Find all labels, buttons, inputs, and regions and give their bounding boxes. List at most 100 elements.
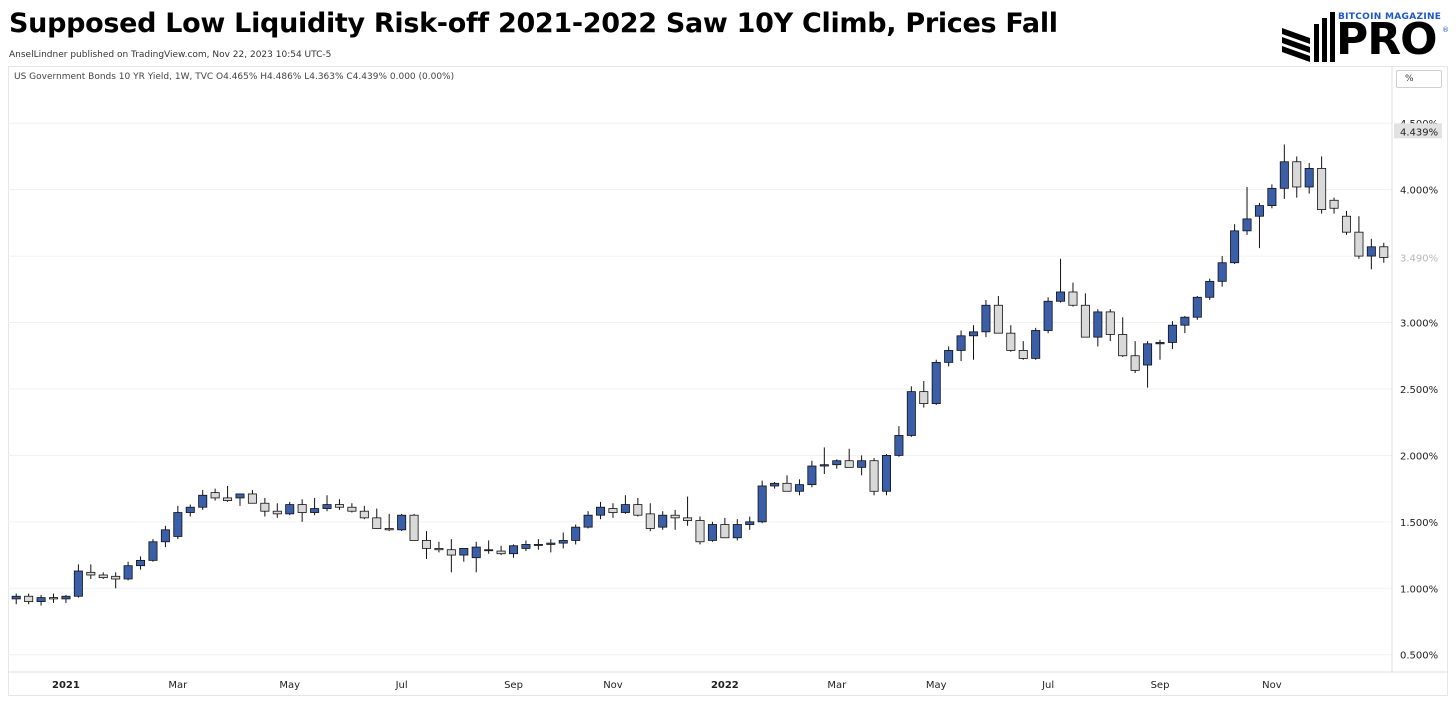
candle-body-up (173, 512, 183, 537)
candle-11 (148, 539, 158, 562)
candle-body-down (993, 304, 1003, 334)
candle-body-down (1080, 304, 1090, 338)
candle-body-up (1143, 343, 1153, 366)
candle-102 (1279, 144, 1289, 199)
candle-body-down (24, 595, 34, 602)
y-tick-label: 3.000% (1400, 319, 1438, 330)
candle-body-down (111, 575, 121, 580)
candle-body-up (322, 504, 332, 509)
candle-49 (620, 495, 630, 514)
y-tick-label: 2.500% (1400, 385, 1438, 396)
candle-body-down (720, 524, 730, 539)
candle-80 (1006, 325, 1016, 352)
x-tick-label: May (926, 680, 947, 691)
candle-body-up (981, 304, 991, 333)
candle-body-up (819, 464, 829, 467)
candle-101 (1267, 184, 1277, 209)
candle-body-up (583, 514, 593, 528)
grid-lines (8, 122, 1392, 656)
candle-body-up (620, 504, 630, 513)
candle-body-up (471, 546, 481, 559)
candle-9 (123, 561, 133, 581)
candle-body-up (969, 331, 979, 337)
candle-110 (1379, 242, 1389, 263)
candle-body-up (1230, 230, 1240, 264)
candle-40 (509, 544, 519, 558)
candle-body-down (1379, 246, 1389, 258)
candle-body-down (297, 504, 307, 513)
candle-2 (36, 594, 46, 606)
candle-58 (732, 519, 742, 541)
candle-53 (670, 509, 680, 530)
candle-body-up (198, 494, 208, 508)
candle-43 (546, 539, 556, 553)
candle-body-up (794, 484, 804, 492)
candle-body-down (1118, 334, 1128, 357)
candle-89 (1118, 317, 1128, 358)
candle-body-down (1006, 332, 1016, 351)
candle-body-up (1254, 205, 1264, 217)
candle-body-down (384, 528, 394, 531)
candle-78 (981, 299, 991, 338)
candle-36 (459, 548, 469, 562)
candle-61 (770, 481, 780, 489)
candle-15 (198, 489, 208, 510)
candle-body-up (931, 361, 941, 404)
candle-13 (173, 505, 183, 540)
candle-25 (322, 495, 332, 512)
candle-99 (1242, 186, 1252, 235)
candle-14 (185, 504, 195, 517)
candle-body-up (956, 335, 966, 351)
candle-79 (993, 295, 1003, 334)
candles (11, 144, 1389, 606)
candle-34 (434, 541, 444, 553)
candle-body-down (608, 508, 618, 513)
logo-registered-mark: ® (1442, 26, 1449, 34)
candle-18 (235, 493, 245, 506)
candle-6 (86, 564, 96, 579)
x-tick-label: 2022 (711, 680, 739, 691)
candle-body-up (397, 514, 407, 531)
candle-body-up (807, 465, 817, 486)
candle-0 (11, 593, 21, 605)
candle-body-down (695, 520, 705, 543)
candle-65 (819, 447, 829, 475)
candle-50 (633, 497, 643, 517)
candle-10 (136, 556, 146, 570)
candle-body-up (832, 460, 842, 466)
candle-body-down (347, 506, 357, 512)
candle-68 (857, 455, 867, 476)
x-tick-label: Mar (827, 680, 847, 691)
candle-body-up (546, 542, 556, 545)
candle-4 (61, 594, 71, 603)
price-scale-unit-button[interactable]: % (1396, 70, 1442, 88)
candle-26 (334, 499, 344, 510)
candle-42 (533, 539, 543, 550)
candle-body-down (1317, 167, 1327, 210)
candle-body-up (1279, 161, 1289, 189)
candle-body-up (558, 540, 568, 544)
candle-body-down (334, 504, 344, 508)
candle-body-up (1043, 300, 1053, 331)
candle-83 (1043, 297, 1053, 334)
faded-price-tag-bg (1394, 249, 1442, 265)
publisher-byline: AnselLindner published on TradingView.co… (9, 50, 332, 60)
candle-body-up (11, 595, 21, 600)
candle-body-down (272, 510, 282, 515)
candle-12 (160, 525, 170, 548)
x-tick-label: Nov (1262, 680, 1282, 691)
x-tick-label: Nov (603, 680, 623, 691)
candle-body-up (1031, 330, 1041, 359)
candle-body-down (1341, 215, 1351, 233)
candle-16 (210, 488, 220, 501)
candle-107 (1341, 210, 1351, 235)
candle-51 (645, 503, 655, 532)
x-tick-label: Sep (1151, 680, 1170, 691)
candle-body-down (633, 504, 643, 516)
candle-47 (596, 501, 606, 520)
candle-24 (310, 497, 320, 516)
candle-body-up (1205, 280, 1215, 298)
candle-body-down (49, 597, 59, 600)
candle-85 (1068, 282, 1078, 307)
candle-body-down (844, 460, 854, 468)
